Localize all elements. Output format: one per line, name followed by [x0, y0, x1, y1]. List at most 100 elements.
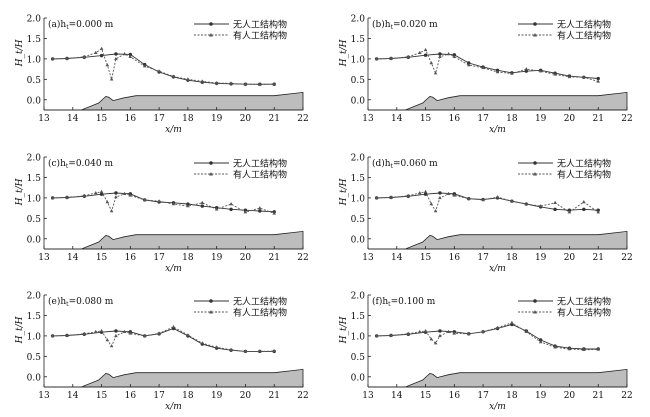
x-tick-label: 17	[477, 391, 489, 401]
y-tick-label: 1.0	[351, 55, 366, 65]
legend-label-series-2: 有人工结构物	[557, 307, 611, 319]
data-point-series-2	[446, 191, 451, 195]
bathymetry-area	[44, 230, 304, 250]
x-tick-label: 18	[182, 114, 194, 124]
panel-label-subscript: t	[391, 24, 394, 31]
x-axis-label: x/m	[489, 125, 506, 135]
data-point-series-1	[200, 204, 204, 208]
y-tick-label: 0.0	[27, 235, 42, 245]
x-tick-label: 15	[420, 253, 432, 263]
data-point-series-2	[122, 52, 127, 56]
data-point-series-1	[243, 208, 248, 212]
data-point-series-2	[142, 197, 147, 202]
series-line-1	[376, 323, 599, 350]
data-point-series-2	[510, 71, 514, 75]
panel-label-value: =0.040 m	[68, 159, 113, 169]
legend-label-series-1: 无人工结构物	[233, 19, 287, 31]
data-point-series-2	[538, 340, 543, 344]
data-point-series-2	[524, 67, 529, 71]
x-tick-label: 17	[477, 114, 489, 124]
x-tick-label: 13	[362, 114, 374, 124]
data-point-series-1	[229, 207, 233, 212]
panel-label-value: =0.020 m	[393, 20, 438, 30]
x-tick-label: 20	[564, 253, 576, 263]
data-point-series-2	[374, 195, 379, 200]
data-point-series-2	[214, 207, 219, 211]
data-point-series-2	[105, 63, 110, 67]
data-point-series-2	[389, 56, 393, 60]
data-point-series-1	[452, 53, 457, 57]
data-point-series-2	[186, 333, 190, 337]
x-tick-label: 22	[621, 253, 632, 263]
x-tick-label: 14	[391, 391, 403, 401]
legend-marker-series-1	[533, 161, 537, 165]
data-point-series-1	[114, 52, 118, 56]
y-tick-label: 1.5	[351, 35, 366, 45]
x-tick-label: 19	[211, 391, 223, 401]
x-tick-label: 22	[621, 114, 632, 124]
x-tick-label: 14	[67, 253, 79, 263]
data-point-series-2	[417, 329, 422, 333]
data-point-series-2	[582, 200, 586, 204]
data-point-series-2	[122, 191, 127, 195]
data-point-series-2	[596, 347, 600, 351]
data-point-series-2	[157, 69, 161, 73]
series-line-2	[52, 47, 275, 86]
data-point-series-2	[481, 197, 485, 202]
x-tick-label: 13	[38, 391, 50, 401]
chart-panel-e: 0.0 0.5 1.0 1.5 2.0 13 14 15 16 17 18 19 20 21 22 x/m H_…	[15, 292, 309, 413]
data-point-series-2	[452, 193, 457, 197]
legend-marker-series-1	[209, 161, 213, 165]
x-tick-label: 14	[391, 253, 403, 263]
legend-marker-series-1	[533, 22, 537, 26]
data-point-series-2	[186, 204, 190, 208]
chart-panel-f: 0.0 0.5 1.0 1.5 2.0 13 14 15 16 17 18 19 20 21 22 x/m H_…	[339, 292, 633, 413]
x-tick-label: 17	[477, 253, 489, 263]
data-point-series-2	[200, 341, 205, 345]
data-point-series-2	[200, 200, 205, 204]
data-point-series-2	[65, 195, 69, 199]
x-tick-label: 22	[621, 391, 632, 401]
data-point-series-2	[157, 199, 161, 203]
data-point-series-2	[272, 211, 276, 215]
data-point-series-2	[229, 202, 233, 206]
chart-panel-a: 0.0 0.5 1.0 1.5 2.0 13 14 15 16 17 18 19 20 21 22 x/m H_…	[15, 15, 309, 136]
data-point-series-1	[553, 207, 557, 212]
x-tick-label: 16	[449, 114, 461, 124]
data-point-series-1	[596, 76, 600, 81]
data-point-series-2	[142, 333, 147, 338]
x-tick-label: 21	[268, 253, 279, 263]
data-point-series-2	[114, 333, 118, 338]
y-tick-label: 2.0	[351, 15, 366, 25]
x-tick-label: 15	[420, 114, 432, 124]
data-point-series-2	[524, 202, 529, 206]
panel-label: (e)ht=0.080 m	[48, 296, 114, 308]
x-tick-label: 21	[592, 391, 603, 401]
panel-label-value: =0.060 m	[393, 159, 438, 169]
data-point-series-2	[438, 195, 442, 200]
y-tick-label: 2.0	[351, 292, 366, 302]
x-tick-label: 20	[564, 114, 576, 124]
data-point-series-2	[567, 74, 572, 79]
y-tick-label: 0.5	[351, 76, 366, 86]
x-tick-label: 18	[182, 391, 194, 401]
data-point-series-2	[429, 61, 434, 65]
data-point-series-2	[553, 345, 557, 349]
panel-label-value: =0.080 m	[69, 297, 114, 307]
x-tick-label: 19	[211, 114, 223, 124]
y-tick-label: 1.5	[351, 312, 366, 322]
x-tick-label: 18	[506, 391, 518, 401]
data-point-series-2	[389, 333, 393, 337]
panel-label: (d)ht=0.060 m	[372, 158, 438, 170]
y-axis-label: H_t/H	[15, 39, 25, 67]
x-axis-label: x/m	[165, 264, 182, 274]
legend-marker-series-2	[533, 172, 537, 176]
x-axis-label: x/m	[489, 402, 506, 412]
data-point-series-2	[596, 210, 600, 214]
data-point-series-2	[374, 56, 379, 61]
panel-label: (b)ht=0.020 m	[372, 19, 438, 31]
data-point-series-2	[157, 331, 161, 335]
data-point-series-2	[257, 206, 262, 210]
x-tick-label: 13	[362, 253, 374, 263]
x-tick-label: 22	[297, 253, 308, 263]
